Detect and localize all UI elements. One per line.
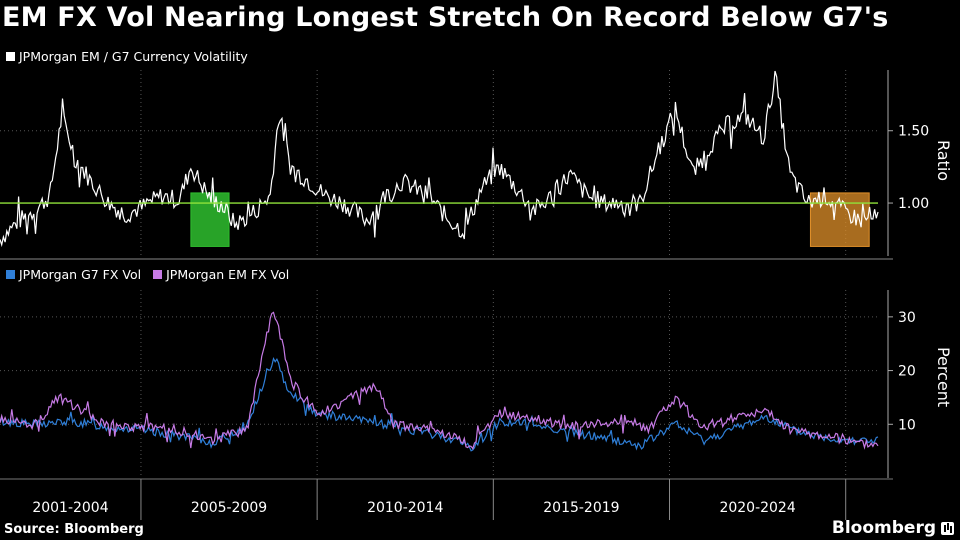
source-note: Source: Bloomberg (4, 522, 144, 537)
brand-label: Bloomberg (831, 518, 936, 538)
x-tick-label: 2015-2019 (543, 500, 619, 516)
tick-label-percent: 30 (898, 310, 916, 326)
legend-swatch-ratio (6, 52, 15, 61)
series-em-line (0, 311, 879, 450)
legend-label-ratio: JPMorgan EM / G7 Currency Volatility (19, 49, 248, 64)
series-ratio-line (0, 70, 879, 248)
bloomberg-terminal-icon (941, 521, 954, 535)
x-tick-label: 2005-2009 (191, 500, 267, 516)
series-g7-line (0, 356, 879, 452)
legend-label-em: JPMorgan EM FX Vol (166, 267, 290, 282)
tick-label-percent: 20 (898, 364, 916, 380)
x-tick-label: 2010-2014 (367, 500, 443, 516)
x-tick-label: 2020-2024 (719, 500, 795, 516)
x-tick-label: 2001-2004 (32, 500, 108, 516)
legend-swatch-em (153, 270, 163, 279)
highlight-box-green (190, 192, 230, 247)
legend-vol: JPMorgan G7 FX Vol JPMorgan EM FX Vol (6, 267, 289, 282)
tick-label-percent: 10 (898, 417, 916, 433)
legend-swatch-g7 (6, 270, 15, 279)
bloomberg-logo: Bloomberg (832, 518, 954, 538)
axis-title-percent: Percent (934, 347, 953, 407)
tick-label-ratio: 1.50 (898, 124, 929, 140)
chart-title: EM FX Vol Nearing Longest Stretch On Rec… (2, 2, 889, 33)
tick-label-ratio: 1.00 (898, 196, 929, 212)
axis-title-ratio: Ratio (934, 140, 953, 181)
legend-label-g7: JPMorgan G7 FX Vol (19, 267, 142, 282)
legend-ratio: JPMorgan EM / G7 Currency Volatility (6, 49, 248, 64)
